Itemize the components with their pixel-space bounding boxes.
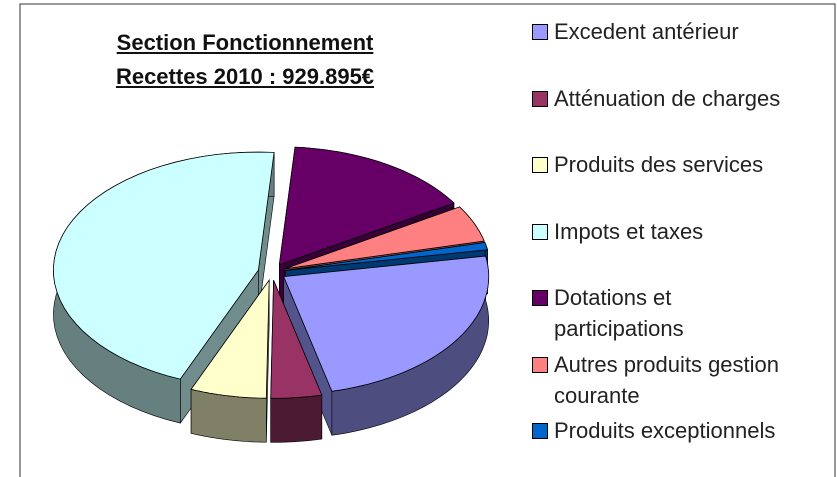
slice xyxy=(283,255,490,392)
slice xyxy=(270,280,323,399)
legend-label: Produits des services xyxy=(554,152,764,177)
slice-wall xyxy=(270,394,323,443)
legend-label: Dotations et participations xyxy=(554,285,684,341)
chart-subtitle: Recettes 2010 : 929.895€ xyxy=(115,64,375,89)
legend-swatch xyxy=(532,423,548,439)
legend-swatch xyxy=(532,90,548,107)
slice xyxy=(278,146,455,266)
slice xyxy=(190,278,270,399)
legend-label: Excedent antérieur xyxy=(554,19,739,44)
slice xyxy=(52,151,275,380)
legend-item: Impots et taxes xyxy=(532,216,832,247)
legend-item: Produits des services xyxy=(532,149,832,180)
slice xyxy=(285,242,489,271)
legend-swatch xyxy=(532,223,548,240)
legend-label: Impots et taxes xyxy=(554,218,704,244)
chart-title: Section Fonctionnement xyxy=(116,30,374,55)
legend-swatch xyxy=(532,24,548,40)
slice xyxy=(284,206,485,270)
legend-item: Produits exceptionnels xyxy=(532,415,832,446)
legend-item: Atténuation de charges xyxy=(532,83,832,114)
legend-swatch xyxy=(532,157,548,173)
legend-label: Produits exceptionnels xyxy=(554,418,776,443)
legend-item: Excedent antérieur xyxy=(532,16,832,47)
legend-swatch xyxy=(532,290,548,306)
legend-item: Dotations et participations xyxy=(532,282,832,344)
frame xyxy=(19,3,836,477)
legend-item: Autres produits gestion courante xyxy=(532,349,832,411)
legend-label: Autres produits gestion courante xyxy=(554,351,780,408)
legend-swatch xyxy=(532,356,548,373)
legend-label: Atténuation de charges xyxy=(554,85,781,111)
